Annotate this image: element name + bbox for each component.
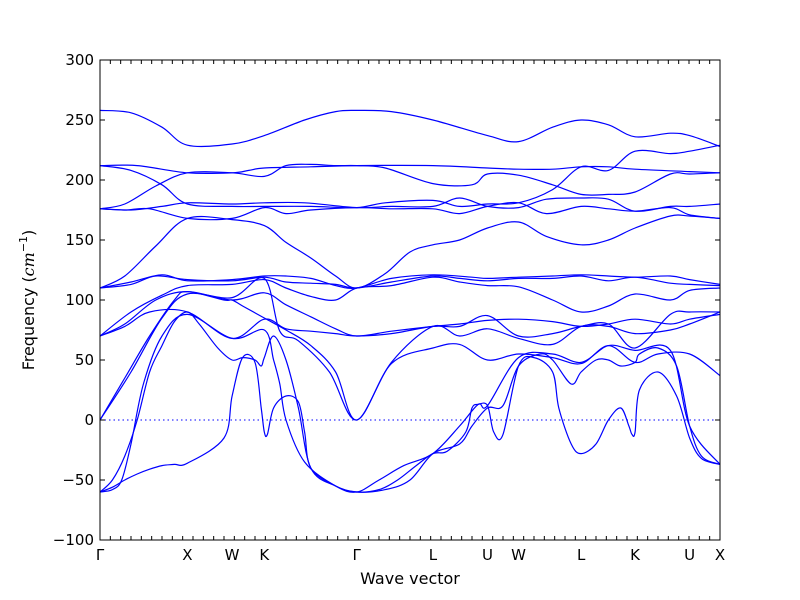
x-tick-label: U [482,546,493,564]
y-tick-label: 50 [75,351,94,369]
y-axis-label-prefix: Frequency ( [19,276,38,370]
y-axis-ticks: −100 −50 0 50 100 150 200 250 300 [53,51,720,549]
y-tick-label: 300 [65,51,94,69]
y-axis-label-suffix: ) [19,230,38,236]
plot-frame [99,59,721,541]
y-tick-label: 100 [65,291,94,309]
phonon-band-5 [99,197,721,212]
x-tick-label: U [684,546,695,564]
x-tick-label: K [630,546,641,564]
phonon-band-4 [99,163,721,210]
x-axis-label: Wave vector [360,569,460,588]
x-tick-label: K [259,546,270,564]
x-tick-label: X [182,546,192,564]
x-tick-label: Γ [96,546,105,564]
y-tick-label: −50 [62,471,94,489]
x-tick-label: X [715,546,725,564]
phonon-band-11 [99,290,721,337]
x-tick-label: W [225,546,240,564]
y-tick-label: 150 [65,231,94,249]
y-tick-label: 0 [84,411,94,429]
x-tick-label: L [577,546,586,564]
x-tick-label: W [511,546,526,564]
phonon-band-15 [99,353,721,493]
y-tick-label: −100 [53,531,94,549]
phonon-band-13 [99,290,721,421]
phonon-band-17 [99,313,721,493]
y-tick-label: 250 [65,111,94,129]
phonon-band-10 [99,276,721,337]
phonon-band-16 [99,311,721,493]
y-axis-label-unit: cm [19,252,38,276]
phonon-bands [99,109,721,493]
phonon-band-14 [99,276,721,421]
y-axis-label-exponent: −1 [17,236,30,252]
phonon-band-7 [99,214,721,289]
y-axis-label: Frequency (cm−1) [17,230,38,371]
x-tick-label: L [429,546,438,564]
phonon-band-3 [99,144,721,209]
x-tick-label: Γ [353,546,362,564]
phonon-band-1 [99,109,721,148]
phonon-band-9 [99,275,721,289]
y-tick-label: 200 [65,171,94,189]
phonon-band-6 [99,201,721,221]
